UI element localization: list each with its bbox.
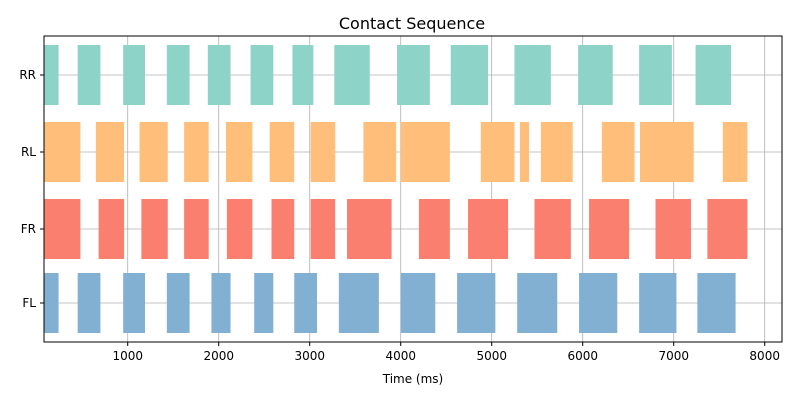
contact-bar-rl <box>601 122 635 182</box>
contact-bar-fl <box>639 273 677 333</box>
contact-bar-rl <box>400 122 450 182</box>
contact-bar-rr <box>123 45 146 105</box>
contact-bar-rr <box>578 45 613 105</box>
contact-bar-fl <box>211 273 231 333</box>
contact-bar-fr <box>271 199 295 259</box>
contact-bar-fr <box>418 199 450 259</box>
contact-bar-fl <box>517 273 558 333</box>
ticks-layer: 1000 2000 3000 4000 5000 6000 7000 8000 RR RL FR FL <box>19 68 780 363</box>
x-tick-label: 2000 <box>203 349 234 363</box>
contact-bar-rr <box>292 45 314 105</box>
contact-bar-fr <box>534 199 571 259</box>
contact-bar-rl <box>519 122 530 182</box>
contact-bar-rl <box>480 122 515 182</box>
x-tick-label: 6000 <box>567 349 598 363</box>
contact-bar-rl <box>640 122 694 182</box>
contact-bar-rl <box>44 122 81 182</box>
contact-bar-rr <box>334 45 370 105</box>
contact-bar-fl <box>77 273 101 333</box>
contact-bar-rl <box>225 122 253 182</box>
contact-bar-fr <box>141 199 168 259</box>
contact-bar-fl <box>457 273 496 333</box>
x-tick-label: 3000 <box>294 349 325 363</box>
contact-bar-fr <box>468 199 509 259</box>
contact-bar-rl <box>139 122 168 182</box>
contact-bar-fl <box>579 273 618 333</box>
contact-bar-rr <box>207 45 231 105</box>
contact-bar-fl <box>400 273 436 333</box>
contact-bar-fr <box>347 199 392 259</box>
contact-bar-rl <box>269 122 295 182</box>
plot-frame <box>43 35 783 343</box>
contact-bar-rl <box>310 122 336 182</box>
contact-bar-fl <box>294 273 317 333</box>
contact-bar-fr <box>184 199 209 259</box>
contact-bar-rl <box>363 122 397 182</box>
contact-bar-rr <box>166 45 190 105</box>
contact-bar-fl <box>254 273 274 333</box>
contact-bar-fl <box>697 273 736 333</box>
contact-bar-fr <box>44 199 81 259</box>
x-tick-label: 4000 <box>385 349 416 363</box>
contact-bar-fl <box>166 273 190 333</box>
contact-bar-fr <box>226 199 253 259</box>
x-axis-title: Time (ms) <box>382 372 444 386</box>
contact-bar-rl <box>540 122 573 182</box>
contact-bar-fl <box>338 273 379 333</box>
x-tick-label: 5000 <box>476 349 507 363</box>
y-tick-label: FR <box>21 222 36 236</box>
contact-bar-fl <box>123 273 146 333</box>
contact-bar-rr <box>397 45 430 105</box>
contact-bar-fr <box>98 199 125 259</box>
chart-title: Contact Sequence <box>339 14 485 33</box>
contact-bar-rr <box>695 45 732 105</box>
x-tick-label: 7000 <box>658 349 689 363</box>
contact-bar-rr <box>77 45 101 105</box>
contact-bar-rr <box>44 45 59 105</box>
x-tick-label: 8000 <box>749 349 780 363</box>
contact-bar-fr <box>707 199 748 259</box>
contact-bar-rr <box>250 45 274 105</box>
contact-bar-rl <box>184 122 209 182</box>
contact-bar-rr <box>639 45 672 105</box>
contact-bar-rr <box>514 45 551 105</box>
contact-bar-fr <box>655 199 692 259</box>
y-tick-label: FL <box>22 296 36 310</box>
bars-layer <box>44 45 748 333</box>
y-tick-label: RR <box>19 68 36 82</box>
contact-bar-rr <box>450 45 489 105</box>
contact-bar-fl <box>44 273 59 333</box>
x-tick-label: 1000 <box>112 349 143 363</box>
y-tick-label: RL <box>21 145 36 159</box>
contact-bar-rl <box>722 122 748 182</box>
contact-bar-fr <box>310 199 336 259</box>
contact-bar-rl <box>95 122 125 182</box>
contact-bar-fr <box>589 199 630 259</box>
